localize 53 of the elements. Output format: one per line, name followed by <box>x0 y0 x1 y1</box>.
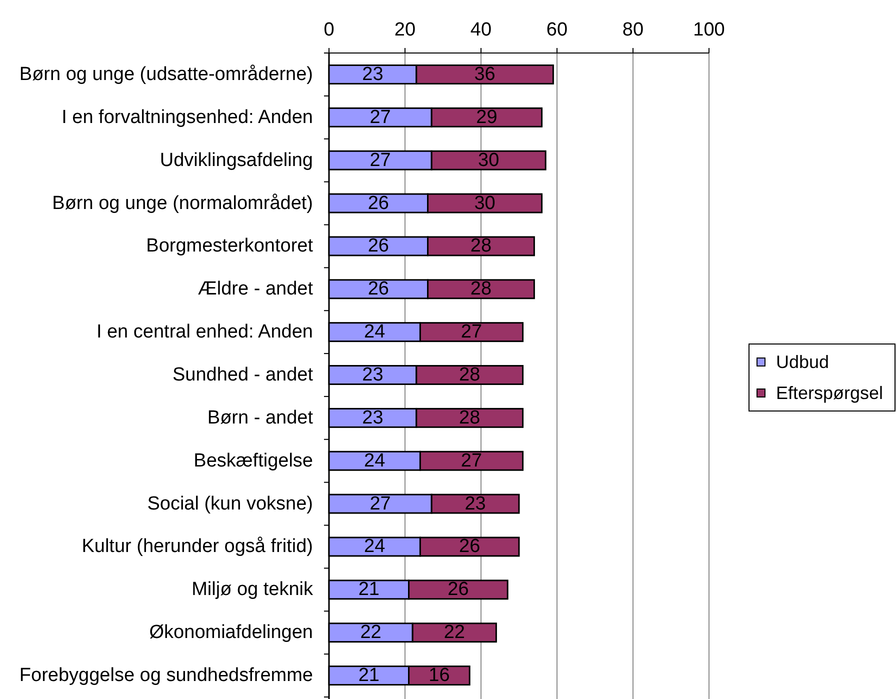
data-label: 27 <box>460 322 482 343</box>
data-label: 28 <box>470 236 492 257</box>
data-label: 26 <box>448 579 469 600</box>
y-tick-label: Miljø og teknik <box>192 579 314 600</box>
data-label: 21 <box>358 579 380 600</box>
data-label: 24 <box>364 322 386 343</box>
data-label: 27 <box>370 106 391 128</box>
y-tick-label: Social (kun voksne) <box>147 493 313 514</box>
data-label: 27 <box>370 150 391 171</box>
data-label: 24 <box>364 536 386 558</box>
data-label: 22 <box>360 622 382 644</box>
data-label: 22 <box>444 622 465 644</box>
data-label: 30 <box>474 192 496 214</box>
data-label: 36 <box>474 64 496 85</box>
data-label: 29 <box>476 106 498 128</box>
legend-label: Efterspørgsel <box>776 383 884 403</box>
y-tick-label: Kultur (herunder også fritid) <box>82 536 313 558</box>
y-tick-label: Beskæftigelse <box>194 450 313 472</box>
x-tick-label: 100 <box>693 20 725 40</box>
y-tick-label: Økonomiafdelingen <box>149 622 313 644</box>
y-tick-label: Sundhed - andet <box>172 364 314 386</box>
data-label: 23 <box>362 64 384 85</box>
y-tick-label: Børn - andet <box>207 407 314 428</box>
data-label: 28 <box>459 364 480 386</box>
legend-label: Udbud <box>776 352 830 372</box>
x-tick-label: 20 <box>394 20 416 40</box>
data-label: 21 <box>358 665 380 686</box>
data-label: 26 <box>459 536 480 558</box>
x-tick-label: 0 <box>324 20 334 40</box>
data-label: 27 <box>370 493 391 514</box>
x-tick-label: 80 <box>622 20 644 40</box>
y-tick-label: Ældre - andet <box>198 278 314 300</box>
y-tick-label: I en forvaltningsenhed: Anden <box>62 106 313 128</box>
x-tick-label: 60 <box>546 20 568 40</box>
data-label: 28 <box>459 407 480 428</box>
data-label: 16 <box>428 665 450 686</box>
y-tick-label: Forebyggelse og sundhedsfremme <box>19 665 313 686</box>
data-label: 26 <box>368 236 389 257</box>
data-label: 23 <box>362 407 384 428</box>
data-label: 23 <box>362 364 384 386</box>
x-tick-label: 40 <box>470 20 492 40</box>
y-tick-label: Udviklingsafdeling <box>160 150 313 171</box>
data-label: 27 <box>460 450 482 472</box>
data-label: 30 <box>478 150 500 171</box>
y-tick-label: I en central enhed: Anden <box>96 322 313 343</box>
y-tick-label: Borgmesterkontoret <box>146 236 314 257</box>
data-label: 26 <box>368 278 389 300</box>
data-label: 24 <box>364 450 386 472</box>
data-label: 23 <box>464 493 486 514</box>
y-tick-label: Børn og unge (normalområdet) <box>52 192 313 214</box>
y-tick-label: Børn og unge (udsatte-områderne) <box>19 64 313 85</box>
data-label: 26 <box>368 192 389 214</box>
data-label: 28 <box>470 278 492 300</box>
